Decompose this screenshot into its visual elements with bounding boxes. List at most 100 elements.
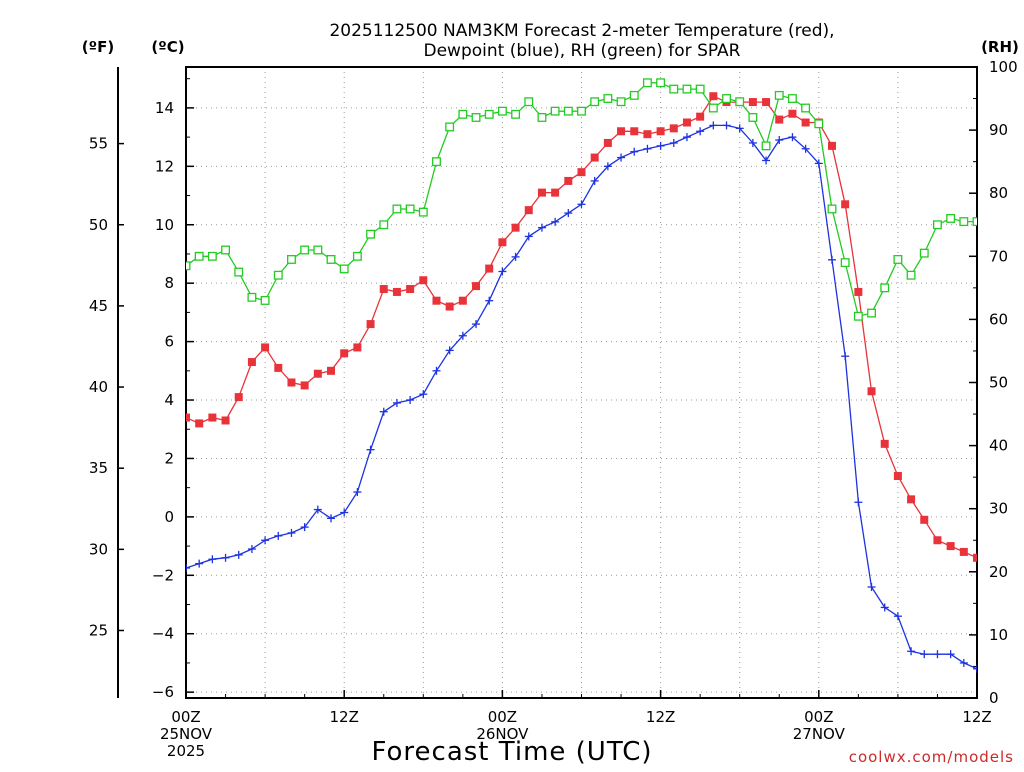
rh-tick-label: 60 bbox=[989, 310, 1008, 328]
dewpoint-point bbox=[643, 144, 652, 153]
dewpoint-point bbox=[920, 650, 929, 659]
dewpoint-point bbox=[445, 346, 454, 355]
temperature-point bbox=[880, 439, 889, 448]
dewpoint-point bbox=[775, 136, 784, 145]
dewpoint-point bbox=[379, 407, 388, 416]
rh-point bbox=[880, 283, 890, 293]
fahrenheit-tick-label: 40 bbox=[89, 378, 108, 396]
rh-point bbox=[590, 97, 600, 107]
rh-point bbox=[247, 292, 257, 302]
temperature-point bbox=[392, 287, 401, 296]
celsius-tick-label: −6 bbox=[152, 683, 174, 701]
dewpoint-point bbox=[366, 445, 375, 454]
fahrenheit-unit-label: (ºF) bbox=[82, 38, 114, 56]
temperature-point bbox=[841, 200, 850, 209]
dewpoint-point bbox=[696, 127, 705, 136]
rh-point bbox=[194, 251, 204, 261]
rh-point bbox=[972, 217, 977, 227]
rh-point bbox=[537, 113, 547, 122]
dewpoint-point bbox=[234, 550, 243, 559]
rh-point bbox=[722, 94, 731, 103]
dewpoint-point bbox=[893, 612, 902, 621]
dewpoint-point bbox=[208, 555, 217, 564]
rh-point bbox=[352, 251, 362, 261]
dewpoint-point bbox=[406, 396, 415, 405]
temperature-point bbox=[432, 296, 441, 305]
rh-point bbox=[827, 204, 837, 214]
rh-point bbox=[432, 157, 441, 167]
temperature-point bbox=[682, 118, 691, 127]
celsius-tick-label: 10 bbox=[155, 216, 174, 234]
fahrenheit-tick-label: 55 bbox=[89, 135, 108, 153]
dewpoint-point bbox=[392, 398, 401, 407]
rh-point bbox=[946, 213, 956, 223]
dewpoint-point bbox=[313, 505, 322, 514]
dewpoint-point bbox=[221, 553, 230, 562]
temperature-point bbox=[261, 343, 270, 352]
dewpoint-point bbox=[432, 366, 441, 375]
dewpoint-point bbox=[603, 162, 612, 171]
temperature-point bbox=[762, 98, 771, 107]
dewpoint-point bbox=[946, 650, 955, 659]
rh-point bbox=[787, 94, 797, 103]
chart-title-line2: Dewpoint (blue), RH (green) for SPAR bbox=[424, 41, 741, 61]
dewpoint-point bbox=[841, 352, 850, 361]
temperature-point bbox=[287, 378, 296, 387]
rh-tick-label: 40 bbox=[989, 437, 1008, 455]
rh-point bbox=[893, 255, 903, 264]
rh-point bbox=[748, 113, 758, 122]
dewpoint-point bbox=[762, 156, 771, 165]
rh-point bbox=[761, 141, 771, 151]
rh-point bbox=[392, 204, 402, 214]
temperature-point bbox=[221, 416, 230, 425]
rh-point bbox=[933, 220, 942, 230]
dewpoint-point bbox=[551, 217, 560, 226]
dewpoint-point bbox=[814, 159, 823, 168]
temperature-point bbox=[669, 124, 678, 133]
temperature-point bbox=[458, 296, 467, 305]
rh-point bbox=[326, 255, 336, 264]
temperature-point bbox=[524, 206, 533, 215]
rh-unit-label: (RH) bbox=[981, 38, 1019, 56]
temperature-point bbox=[313, 369, 322, 378]
dewpoint-point bbox=[669, 138, 678, 147]
dewpoint-point bbox=[261, 536, 270, 545]
dewpoint-point bbox=[247, 545, 256, 554]
x-tick-label: 27NOV bbox=[793, 725, 846, 743]
temperature-point bbox=[973, 553, 977, 562]
dewpoint-point bbox=[524, 232, 533, 241]
fahrenheit-tick-label: 25 bbox=[89, 621, 108, 639]
rh-tick-label: 90 bbox=[989, 121, 1008, 139]
dewpoint-point bbox=[788, 133, 797, 142]
temperature-point bbox=[603, 138, 612, 147]
rh-point bbox=[906, 270, 916, 280]
temperature-point bbox=[696, 112, 705, 121]
temperature-point bbox=[827, 141, 836, 150]
temperature-point bbox=[551, 188, 560, 197]
temperature-point bbox=[419, 276, 428, 285]
temperature-point bbox=[775, 115, 784, 124]
x-tick-label: 12Z bbox=[330, 708, 359, 726]
rh-point bbox=[867, 308, 876, 318]
rh-point bbox=[221, 245, 230, 255]
temperature-point bbox=[274, 363, 283, 372]
dewpoint-point bbox=[748, 138, 757, 147]
dewpoint-point bbox=[880, 603, 889, 612]
rh-point bbox=[669, 84, 679, 94]
temperature-point bbox=[630, 127, 639, 136]
temperature-point bbox=[959, 547, 968, 556]
temperature-point bbox=[933, 536, 942, 545]
grid-lines bbox=[186, 67, 977, 698]
dewpoint-point bbox=[709, 121, 718, 130]
temperature-point bbox=[247, 358, 256, 367]
temperature-point bbox=[617, 127, 626, 136]
rh-point bbox=[919, 248, 929, 258]
dewpoint-point bbox=[590, 176, 599, 185]
credit-link[interactable]: coolwx.com/models bbox=[849, 748, 1014, 766]
dewpoint-point bbox=[827, 255, 836, 264]
rh-point bbox=[260, 296, 270, 305]
rh-point bbox=[801, 103, 811, 113]
dewpoint-point bbox=[973, 664, 977, 673]
